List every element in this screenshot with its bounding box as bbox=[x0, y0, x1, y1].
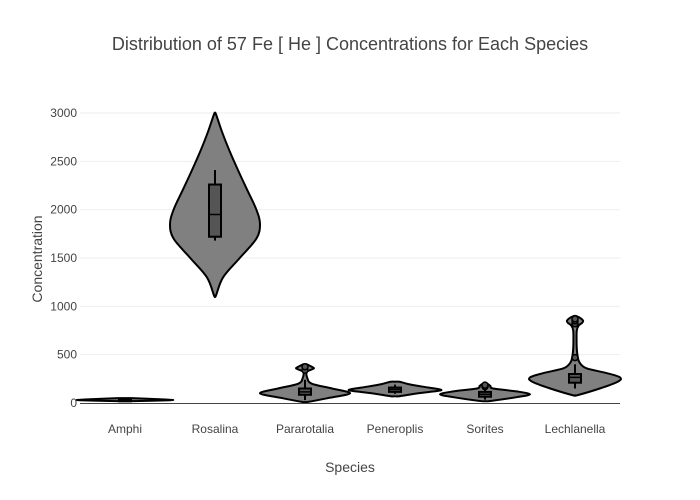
x-tick-label: Peneroplis bbox=[367, 422, 424, 436]
y-tick-label: 3000 bbox=[50, 106, 77, 120]
x-tick-label: Amphi bbox=[108, 422, 142, 436]
x-tick-label: Lechlanella bbox=[545, 422, 606, 436]
violin-rosalina bbox=[169, 111, 261, 299]
violin-amphi bbox=[75, 397, 175, 403]
outlier-point bbox=[481, 381, 489, 389]
y-axis-title: Concentration bbox=[29, 215, 45, 302]
violin-sorites bbox=[439, 381, 531, 403]
violin-lechlanella bbox=[528, 314, 622, 397]
y-tick-label: 2500 bbox=[50, 154, 77, 168]
box bbox=[208, 183, 222, 238]
y-tick-label: 1000 bbox=[50, 299, 77, 313]
x-tick-label: Rosalina bbox=[192, 422, 239, 436]
y-tick-labels: 0 500 1000 1500 2000 2500 3000 bbox=[50, 106, 77, 410]
outlier-point bbox=[571, 315, 579, 323]
y-tick-label: 2000 bbox=[50, 203, 77, 217]
y-tick-label: 500 bbox=[57, 348, 77, 362]
y-tick-label: 0 bbox=[70, 396, 77, 410]
violin-pararotalia bbox=[258, 363, 352, 404]
x-tick-labels: Amphi Rosalina Pararotalia Peneroplis Sorite… bbox=[108, 422, 606, 436]
x-axis-title: Species bbox=[325, 459, 375, 475]
outlier-point bbox=[571, 353, 579, 362]
chart-title: Distribution of 57 Fe [ He ] Concentrati… bbox=[112, 34, 588, 54]
violins bbox=[75, 111, 622, 404]
gridlines bbox=[80, 112, 620, 356]
x-tick-label: Pararotalia bbox=[276, 422, 334, 436]
box bbox=[568, 373, 582, 384]
x-tick-label: Sorites bbox=[466, 422, 503, 436]
violin-peneroplis bbox=[347, 380, 443, 398]
outlier-point bbox=[301, 363, 309, 371]
y-tick-label: 1500 bbox=[50, 251, 77, 265]
